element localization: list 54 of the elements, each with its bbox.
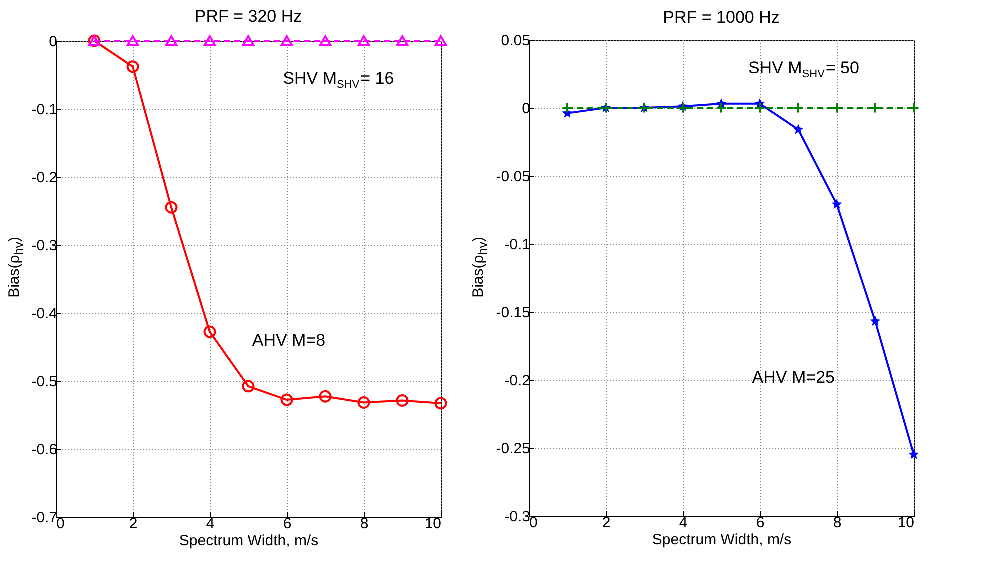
point <box>204 326 216 338</box>
y-tick-label: -0.6 <box>32 442 58 458</box>
y-tick-label: -0.25 <box>496 440 530 457</box>
y-tick-label: -0.5 <box>32 374 58 390</box>
point <box>319 390 332 403</box>
point <box>832 198 842 208</box>
chart-title: PRF = 1000 Hz <box>663 8 780 26</box>
point <box>396 35 409 47</box>
point <box>754 102 766 114</box>
x-tick-label: 2 <box>129 516 138 532</box>
point <box>165 35 178 47</box>
point <box>358 396 370 409</box>
x-tick-label: 2 <box>602 514 611 531</box>
point <box>126 60 140 74</box>
point <box>358 35 370 47</box>
y-tick-label: -0.15 <box>496 304 530 321</box>
y-tick-label: -0.05 <box>496 168 530 185</box>
y-tick-label: -0.4 <box>32 306 58 322</box>
y-tick-label: 0.05 <box>501 32 530 49</box>
point <box>280 394 294 406</box>
point <box>870 316 881 326</box>
point <box>319 35 332 47</box>
annotation: AHV M=8 <box>252 330 326 350</box>
x-axis-title: Spectrum Width, m/s <box>179 532 319 550</box>
chart-title: PRF = 320 Hz <box>194 6 302 26</box>
point <box>434 35 448 47</box>
y-tick-label: -0.3 <box>32 238 58 254</box>
x-tick-label: 10 <box>898 514 914 531</box>
point <box>908 448 920 459</box>
point <box>242 380 255 393</box>
point <box>280 35 294 47</box>
annotation: AHV M=25 <box>752 367 835 386</box>
y-tick-label: -0.2 <box>32 170 58 186</box>
x-tick-label: 4 <box>206 516 215 532</box>
y-tick-label: -0.7 <box>32 510 58 526</box>
point <box>716 102 728 114</box>
y-tick-label: -0.1 <box>32 102 58 118</box>
point <box>434 397 448 410</box>
y-tick-label: -0.3 <box>504 508 530 525</box>
point <box>204 35 216 47</box>
x-tick-label: 6 <box>756 514 765 531</box>
point <box>793 124 804 134</box>
x-tick-label: 8 <box>833 514 842 531</box>
x-tick-label: 6 <box>283 516 292 532</box>
x-tick-label: 8 <box>360 516 369 532</box>
point <box>126 35 140 47</box>
x-tick-label: 4 <box>679 514 688 531</box>
point <box>396 394 409 407</box>
x-axis-title: Spectrum Width, m/s <box>652 531 792 548</box>
x-tick-label: 10 <box>424 516 442 532</box>
y-tick-label: -0.1 <box>504 236 530 253</box>
y-tick-label: -0.2 <box>504 372 530 389</box>
point <box>165 201 178 214</box>
point <box>242 35 255 47</box>
